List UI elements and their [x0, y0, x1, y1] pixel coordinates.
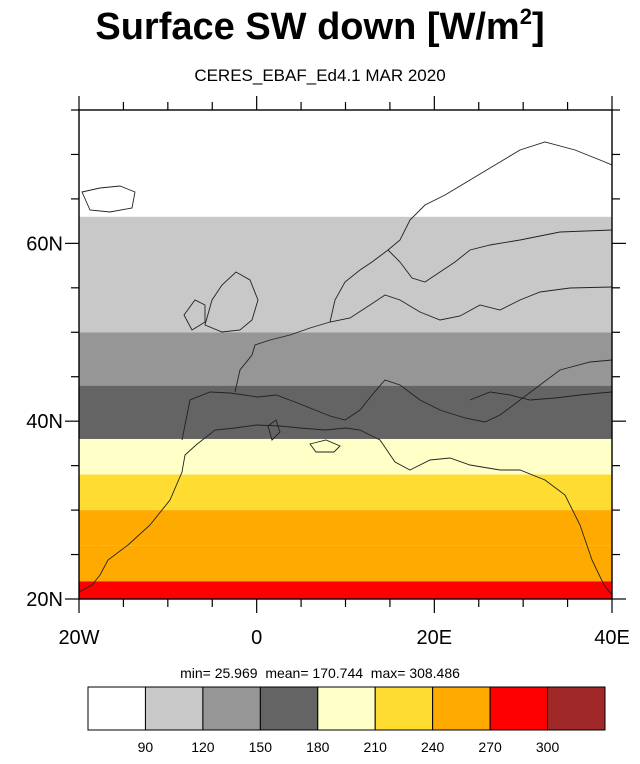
colorbar-swatch: [547, 686, 606, 731]
x-tick-label: 0: [251, 627, 262, 649]
x-tick-label: 40E: [594, 627, 630, 649]
shading-band-1: [79, 545, 612, 582]
colorbar-swatch: [259, 686, 319, 731]
colorbar-label: 150: [249, 739, 273, 755]
colorbar-label: 120: [191, 739, 215, 755]
colorbar-label: 180: [306, 739, 330, 755]
shading-band-0: [79, 581, 612, 599]
stat-mean: 170.744: [312, 665, 364, 681]
map-frame: 20W 0 20E 40E 20N 40N 60N: [26, 96, 630, 649]
colorbar-swatch: [87, 686, 146, 731]
map-title: Surface SW down [W/m2]: [95, 4, 545, 48]
colorbar-swatch: [374, 686, 434, 731]
y-tick-label: 40N: [26, 411, 63, 433]
colorbar-label: 300: [536, 739, 560, 755]
colorbar-label: 240: [421, 739, 445, 755]
colorbar: 90 120 150 180 210 240 270 300: [87, 686, 606, 755]
shading-band-5: [79, 385, 612, 439]
shading-layer: [79, 110, 612, 599]
colorbar-label: 90: [138, 739, 154, 755]
shading-band-6: [79, 332, 612, 386]
shading-band-4: [79, 438, 612, 475]
colorbar-swatch: [489, 686, 549, 731]
coastlines: [79, 141, 612, 596]
map-subtitle: CERES_EBAF_Ed4.1 MAR 2020: [194, 66, 446, 85]
colorbar-swatch: [144, 686, 204, 731]
y-tick-label: 20N: [26, 589, 63, 611]
shading-band-2: [79, 510, 612, 546]
colorbar-label: 270: [478, 739, 502, 755]
stat-max: 308.486: [409, 665, 460, 681]
shading-band-7: [79, 216, 612, 333]
x-tick-label: 20W: [58, 627, 99, 649]
colorbar-swatch: [202, 686, 261, 731]
y-tick-label: 60N: [26, 233, 63, 255]
shading-band-8: [79, 110, 612, 217]
colorbar-label: 210: [364, 739, 388, 755]
colorbar-swatch: [432, 686, 491, 731]
shading-band-3: [79, 474, 612, 511]
stats-line: min= 25.969 mean= 170.744 max= 308.486: [180, 665, 460, 681]
x-tick-label: 20E: [417, 627, 453, 649]
colorbar-swatch: [317, 686, 376, 731]
stat-min: 25.969: [214, 665, 258, 681]
